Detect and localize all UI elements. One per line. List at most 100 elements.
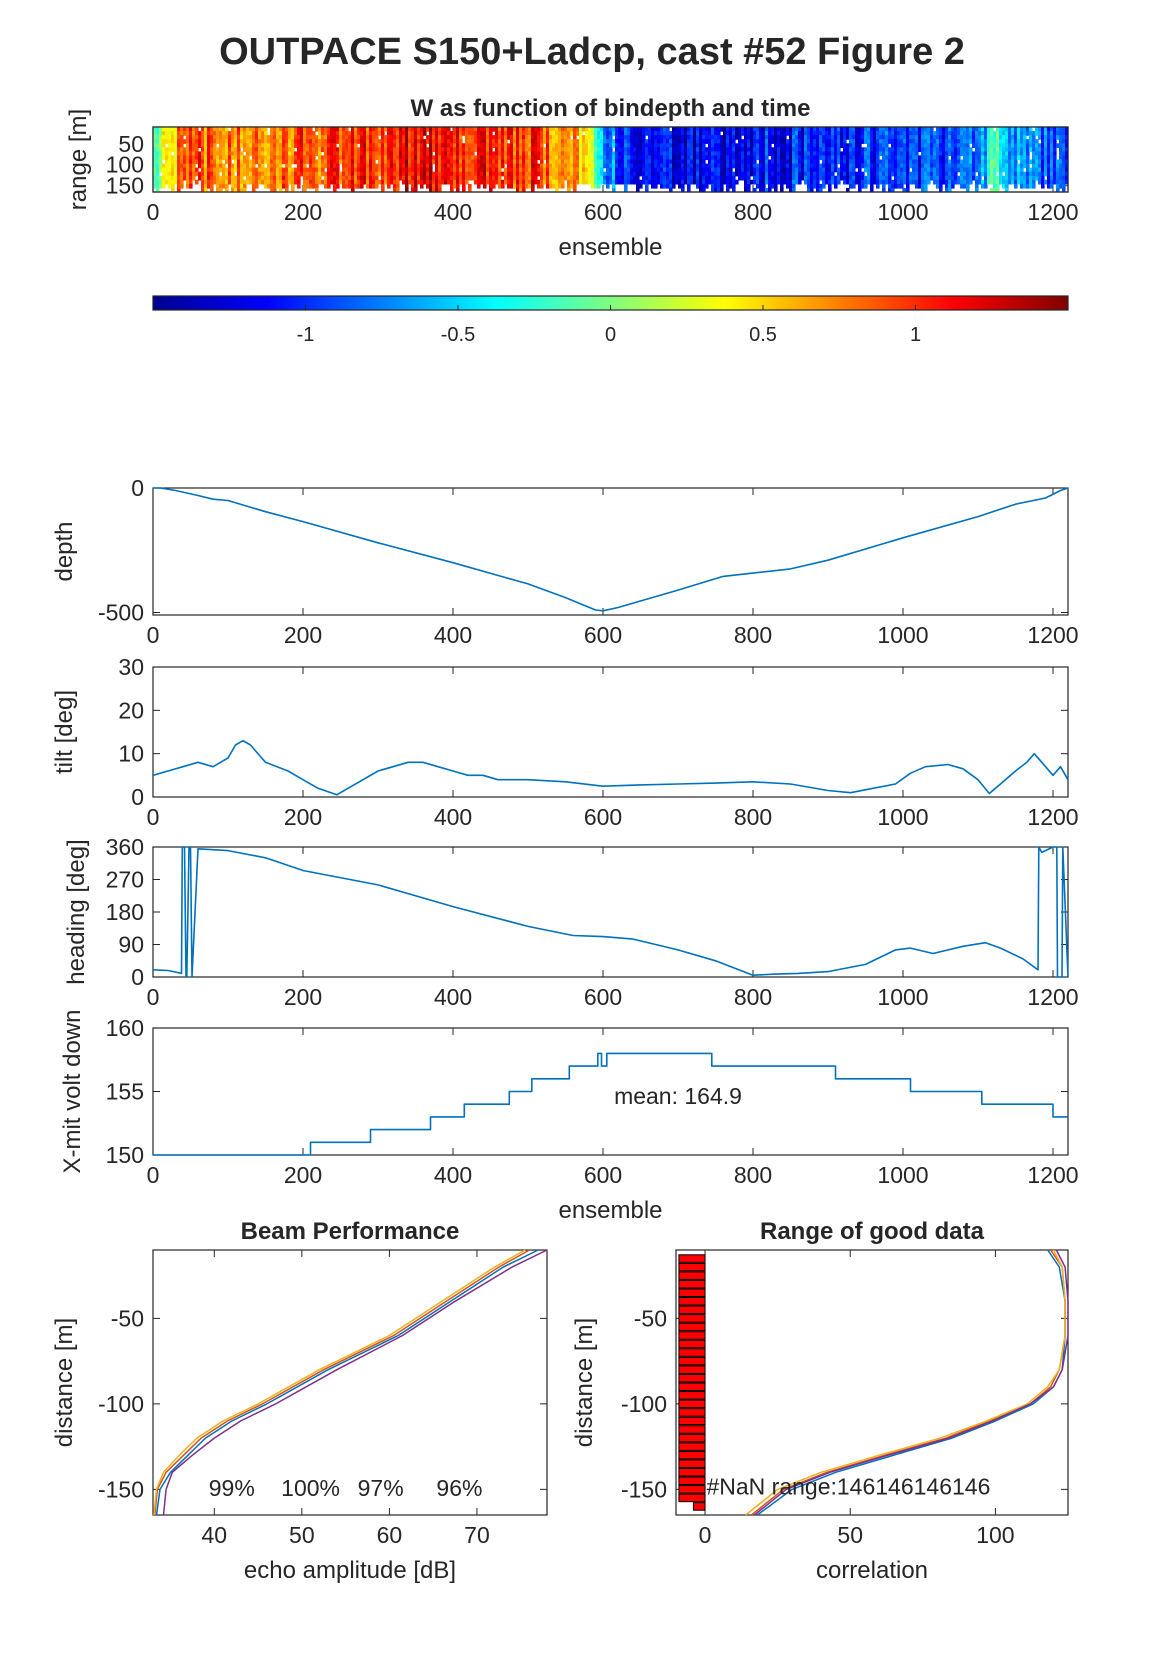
heatmap-cell: [240, 143, 244, 148]
heatmap-cell: [708, 143, 712, 148]
heatmap-cell: [738, 135, 742, 140]
heatmap-cell: [897, 155, 901, 161]
heatmap-cell: [954, 167, 958, 173]
heatmap-cell: [906, 167, 910, 173]
heatmap-cell: [840, 127, 844, 132]
w-heatmap-cells: [153, 127, 1068, 192]
heatmap-cell: [411, 127, 415, 132]
heatmap-cell: [477, 131, 481, 136]
heatmap-cell: [972, 175, 976, 181]
heatmap-cell: [948, 179, 952, 185]
heatmap-cell: [741, 147, 745, 152]
heatmap-cell: [471, 155, 475, 161]
heatmap-cell: [765, 127, 769, 132]
heatmap-cell: [747, 171, 751, 177]
heatmap-cell: [942, 151, 946, 157]
heatmap-cell: [696, 163, 700, 169]
heatmap-cell: [954, 147, 958, 152]
heatmap-cell: [243, 187, 247, 192]
heatmap-cell: [819, 127, 823, 132]
heatmap-cell: [882, 183, 886, 189]
heatmap-cell: [603, 179, 607, 185]
heatmap-cell: [450, 171, 454, 177]
heatmap-cell: [726, 187, 730, 192]
heatmap-cell: [1026, 175, 1030, 181]
heatmap-cell: [153, 135, 157, 140]
heatmap-cell: [363, 139, 367, 144]
heatmap-cell: [597, 155, 601, 161]
heatmap-cell: [528, 183, 532, 189]
heatmap-cell: [1065, 131, 1068, 136]
heatmap-cell: [588, 163, 592, 169]
heatmap-cell: [924, 155, 928, 161]
heatmap-cell: [651, 159, 655, 165]
heatmap-cell: [480, 155, 484, 161]
heatmap-cell: [783, 139, 787, 144]
heatmap-cell: [855, 179, 859, 185]
heatmap-cell: [153, 183, 157, 189]
heatmap-cell: [183, 127, 187, 132]
heatmap-cell: [186, 163, 190, 169]
heatmap-cell: [903, 139, 907, 144]
heatmap-cell: [510, 143, 514, 148]
heatmap-cell: [216, 175, 220, 181]
heatmap-cell: [960, 171, 964, 177]
heatmap-cell: [807, 163, 811, 169]
heatmap-cell: [243, 127, 247, 132]
heatmap-cell: [654, 135, 658, 140]
heatmap-cell: [342, 127, 346, 132]
heading-xtick-label: 1200: [1027, 984, 1078, 1010]
heatmap-cell: [447, 171, 451, 177]
heatmap-cell: [939, 179, 943, 185]
heatmap-cell: [999, 175, 1003, 181]
heatmap-cell: [621, 175, 625, 181]
w_image-xtick-label: 600: [584, 199, 622, 225]
heatmap-cell: [456, 167, 460, 173]
heatmap-cell: [180, 143, 184, 148]
heatmap-cell: [1053, 131, 1057, 136]
heatmap-cell: [903, 175, 907, 181]
heatmap-cell: [555, 131, 559, 136]
heatmap-cell: [735, 159, 739, 165]
heatmap-cell: [849, 179, 853, 185]
heatmap-cell: [840, 171, 844, 177]
heatmap-cell: [642, 175, 646, 181]
heatmap-cell: [174, 135, 178, 140]
heatmap-cell: [531, 183, 535, 189]
heatmap-cell: [258, 171, 262, 177]
heatmap-cell: [945, 127, 949, 132]
heatmap-cell: [1008, 171, 1012, 177]
heatmap-cell: [279, 171, 283, 177]
heatmap-cell: [510, 175, 514, 181]
heatmap-cell: [375, 127, 379, 132]
heatmap-cell: [999, 131, 1003, 136]
heatmap-cell: [153, 167, 157, 173]
heatmap-cell: [171, 159, 175, 165]
heatmap-cell: [822, 155, 826, 161]
heatmap-cell: [594, 175, 598, 181]
heatmap-cell: [993, 151, 997, 157]
heatmap-cell: [606, 163, 610, 169]
heatmap-cell: [762, 143, 766, 148]
heatmap-cell: [909, 135, 913, 140]
heatmap-cell: [468, 171, 472, 177]
heatmap-cell: [603, 159, 607, 165]
heatmap-cell: [648, 143, 652, 148]
heatmap-cell: [840, 131, 844, 136]
heatmap-cell: [693, 159, 697, 165]
heatmap-cell: [297, 147, 301, 152]
heatmap-cell: [600, 171, 604, 177]
heatmap-cell: [381, 175, 385, 181]
heatmap-cell: [663, 127, 667, 132]
voltage-xtick-label: 0: [147, 1162, 160, 1188]
heatmap-cell: [885, 163, 889, 169]
heatmap-cell: [882, 159, 886, 165]
heatmap-cell: [336, 131, 340, 136]
heatmap-cell: [420, 151, 424, 157]
heatmap-cell: [366, 171, 370, 177]
heatmap-cell: [609, 143, 613, 148]
heatmap-cell: [552, 155, 556, 161]
heatmap-cell: [804, 151, 808, 157]
heatmap-cell: [564, 147, 568, 152]
heatmap-cell: [888, 159, 892, 165]
